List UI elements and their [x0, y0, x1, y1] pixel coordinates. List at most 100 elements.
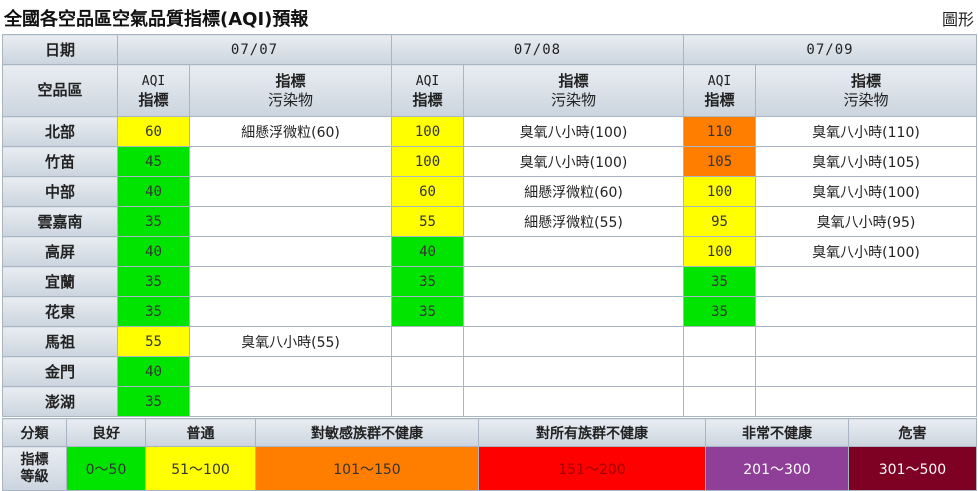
aqi-value-cell: 35	[391, 296, 464, 327]
table-row: 中部 40 60 細懸浮微粒(60) 100 臭氧八小時(100)	[2, 176, 977, 207]
aqi-value-cell: 35	[391, 266, 464, 297]
pollutant-cell: 細懸浮微粒(60)	[463, 176, 684, 207]
legend-index-label: 指標 等級	[2, 446, 67, 491]
pollutant-cell	[463, 326, 684, 357]
pollutant-cell	[463, 266, 684, 297]
legend-level-name: 對敏感族群不健康	[255, 418, 479, 447]
aqi-column-header: AQI 指標	[391, 64, 464, 117]
table-row: 澎湖 35	[2, 386, 977, 417]
pollutant-cell	[755, 386, 977, 417]
region-name: 中部	[2, 176, 118, 207]
pollutant-header-line1: 指標	[850, 71, 881, 90]
pollutant-cell	[189, 296, 392, 327]
aqi-value-cell: 35	[117, 296, 190, 327]
legend-category-row: 分類 良好 普通 對敏感族群不健康 對所有族群不健康 非常不健康 危害	[2, 418, 977, 447]
pollutant-cell: 臭氧八小時(100)	[755, 236, 977, 267]
aqi-value-cell: 40	[391, 236, 464, 267]
table-row: 竹苗 45 100 臭氧八小時(100) 105 臭氧八小時(105)	[2, 146, 977, 177]
pollutant-cell	[189, 356, 392, 387]
aqi-value-cell: 100	[683, 176, 756, 207]
region-name: 高屏	[2, 236, 118, 267]
pollutant-header-line2: 污染物	[550, 90, 596, 109]
legend-level-name: 良好	[66, 418, 146, 447]
region-name: 雲嘉南	[2, 206, 118, 237]
aqi-value-cell: 100	[391, 116, 464, 147]
aqi-value-cell: 60	[117, 116, 190, 147]
pollutant-cell: 臭氧八小時(110)	[755, 116, 977, 147]
aqi-value-cell: 105	[683, 146, 756, 177]
pollutant-cell	[463, 386, 684, 417]
pollutant-cell	[755, 356, 977, 387]
aqi-value-cell: 55	[117, 326, 190, 357]
date-column-header: 07/08	[391, 34, 684, 65]
pollutant-cell: 臭氧八小時(95)	[755, 206, 977, 237]
pollutant-cell	[189, 266, 392, 297]
table-row: 雲嘉南 35 55 細懸浮微粒(55) 95 臭氧八小時(95)	[2, 206, 977, 237]
table-row: 馬祖 55 臭氧八小時(55)	[2, 326, 977, 357]
pollutant-cell	[463, 236, 684, 267]
legend-category-label: 分類	[2, 418, 67, 447]
region-label: 空品區	[2, 64, 118, 117]
aqi-value-cell: 45	[117, 146, 190, 177]
aqi-forecast-table: 日期 07/07 07/08 07/09 空品區 AQI 指標 指標 污染物 AQI…	[2, 34, 977, 417]
pollutant-column-header: 指標 污染物	[189, 64, 392, 117]
table-row: 高屏 40 40 100 臭氧八小時(100)	[2, 236, 977, 267]
legend-level-range: 101～150	[255, 446, 479, 491]
aqi-value-cell	[683, 356, 756, 387]
aqi-header-line2: 指標	[412, 90, 443, 109]
aqi-header-line1: AQI	[141, 73, 166, 89]
pollutant-cell	[463, 356, 684, 387]
pollutant-header-line1: 指標	[558, 71, 589, 90]
pollutant-column-header: 指標 污染物	[755, 64, 977, 117]
aqi-value-cell: 60	[391, 176, 464, 207]
pollutant-cell: 臭氧八小時(100)	[463, 146, 684, 177]
aqi-header-line2: 指標	[704, 90, 735, 109]
aqi-value-cell	[391, 386, 464, 417]
pollutant-cell	[755, 266, 977, 297]
date-column-header: 07/09	[683, 34, 977, 65]
aqi-value-cell: 110	[683, 116, 756, 147]
pollutant-cell	[755, 296, 977, 327]
region-name: 金門	[2, 356, 118, 387]
pollutant-cell	[463, 296, 684, 327]
legend-level-name: 對所有族群不健康	[478, 418, 706, 447]
date-column-header: 07/07	[117, 34, 392, 65]
pollutant-cell	[189, 386, 392, 417]
aqi-value-cell: 35	[117, 266, 190, 297]
aqi-column-header: AQI 指標	[117, 64, 190, 117]
pollutant-cell: 臭氧八小時(100)	[463, 116, 684, 147]
legend-level-range: 0～50	[66, 446, 146, 491]
region-name: 北部	[2, 116, 118, 147]
chart-view-link[interactable]: 圖形	[941, 10, 974, 29]
legend-level-name: 非常不健康	[705, 418, 849, 447]
legend-level-range: 151～200	[478, 446, 706, 491]
aqi-value-cell	[391, 356, 464, 387]
pollutant-cell	[189, 236, 392, 267]
aqi-value-cell: 95	[683, 206, 756, 237]
aqi-header-line1: AQI	[707, 73, 732, 89]
aqi-value-cell: 35	[683, 266, 756, 297]
aqi-legend-table: 分類 良好 普通 對敏感族群不健康 對所有族群不健康 非常不健康 危害 指標 等級 0～50…	[2, 418, 977, 491]
pollutant-cell	[189, 146, 392, 177]
region-name: 宜蘭	[2, 266, 118, 297]
legend-level-range: 51～100	[145, 446, 256, 491]
aqi-column-header: AQI 指標	[683, 64, 756, 117]
pollutant-header-line2: 污染物	[843, 90, 889, 109]
aqi-value-cell: 100	[391, 146, 464, 177]
region-name: 澎湖	[2, 386, 118, 417]
aqi-value-cell: 100	[683, 236, 756, 267]
aqi-value-cell: 40	[117, 356, 190, 387]
legend-index-label-line2: 等級	[20, 468, 49, 485]
aqi-value-cell: 40	[117, 176, 190, 207]
pollutant-cell: 臭氧八小時(100)	[755, 176, 977, 207]
region-name: 竹苗	[2, 146, 118, 177]
legend-level-range: 301～500	[848, 446, 977, 491]
region-name: 馬祖	[2, 326, 118, 357]
aqi-value-cell: 55	[391, 206, 464, 237]
pollutant-cell: 臭氧八小時(55)	[189, 326, 392, 357]
aqi-value-cell	[683, 326, 756, 357]
pollutant-cell: 細懸浮微粒(60)	[189, 116, 392, 147]
aqi-value-cell	[683, 386, 756, 417]
aqi-value-cell	[391, 326, 464, 357]
pollutant-cell: 細懸浮微粒(55)	[463, 206, 684, 237]
